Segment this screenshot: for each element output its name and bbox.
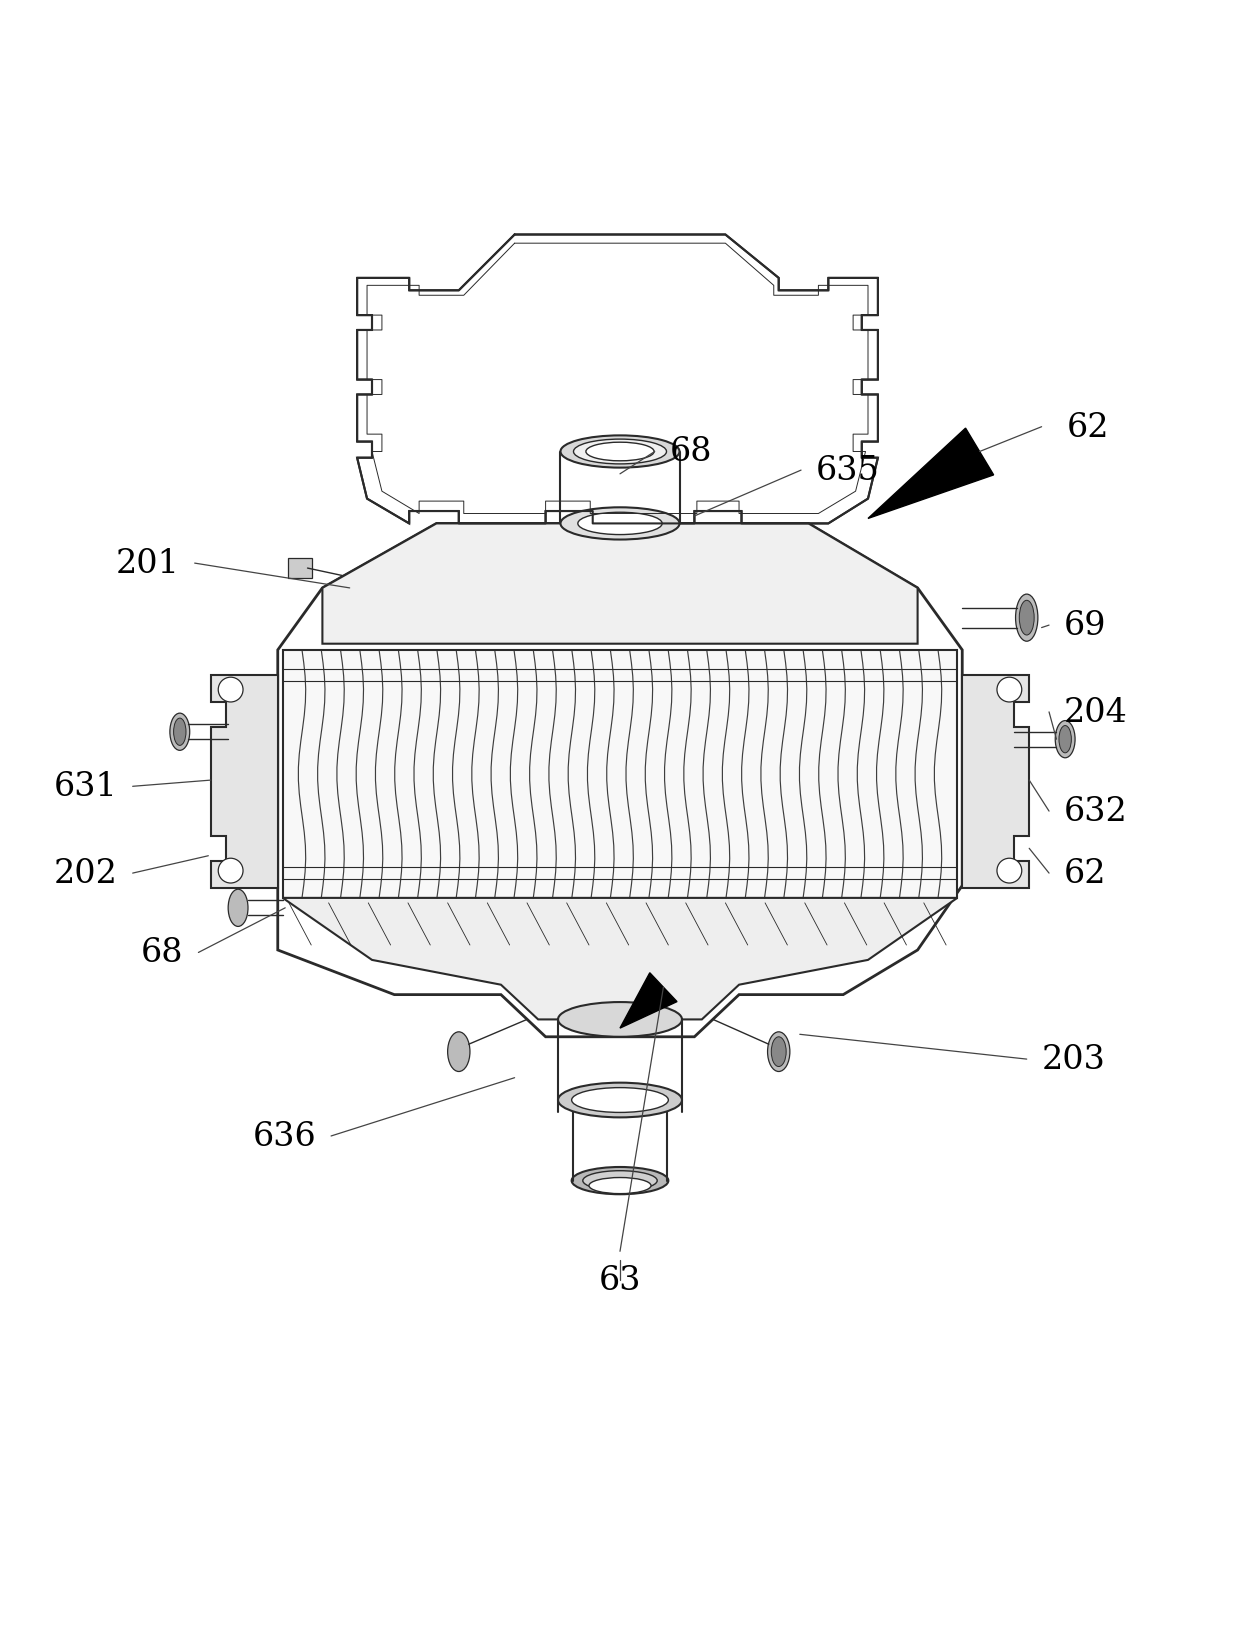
- Ellipse shape: [585, 443, 655, 461]
- Polygon shape: [620, 974, 677, 1028]
- Text: 632: 632: [1064, 796, 1127, 827]
- Text: 68: 68: [141, 938, 184, 969]
- Ellipse shape: [573, 440, 667, 465]
- Circle shape: [218, 677, 243, 702]
- Ellipse shape: [560, 437, 680, 468]
- Circle shape: [997, 859, 1022, 883]
- Text: 202: 202: [53, 857, 118, 890]
- Ellipse shape: [558, 1083, 682, 1117]
- Polygon shape: [322, 524, 918, 644]
- Text: 69: 69: [1064, 610, 1106, 641]
- Polygon shape: [962, 676, 1029, 888]
- Ellipse shape: [1059, 727, 1071, 753]
- Polygon shape: [278, 524, 962, 1037]
- Ellipse shape: [1016, 595, 1038, 641]
- Circle shape: [218, 859, 243, 883]
- Ellipse shape: [1055, 722, 1075, 758]
- Ellipse shape: [228, 890, 248, 926]
- Ellipse shape: [583, 1172, 657, 1192]
- Ellipse shape: [768, 1032, 790, 1071]
- Ellipse shape: [572, 1167, 668, 1195]
- Text: 68: 68: [670, 437, 712, 468]
- Ellipse shape: [771, 1037, 786, 1066]
- Polygon shape: [357, 236, 878, 524]
- Ellipse shape: [174, 719, 186, 747]
- Polygon shape: [211, 676, 278, 888]
- Text: 203: 203: [1042, 1043, 1106, 1076]
- Ellipse shape: [170, 714, 190, 751]
- Ellipse shape: [578, 513, 662, 536]
- Ellipse shape: [589, 1178, 651, 1193]
- Text: 636: 636: [253, 1121, 316, 1152]
- Circle shape: [997, 677, 1022, 702]
- Text: 201: 201: [115, 547, 180, 580]
- Ellipse shape: [1019, 602, 1034, 636]
- Polygon shape: [283, 898, 957, 1020]
- Ellipse shape: [448, 1032, 470, 1071]
- Text: 635: 635: [816, 455, 880, 486]
- Bar: [288, 559, 312, 578]
- Text: 63: 63: [599, 1264, 641, 1295]
- Ellipse shape: [560, 508, 680, 541]
- Text: 62: 62: [1064, 857, 1106, 890]
- Text: 631: 631: [55, 771, 118, 803]
- Text: 204: 204: [1064, 697, 1127, 728]
- Bar: [283, 651, 957, 898]
- Text: 62: 62: [1066, 412, 1109, 443]
- Ellipse shape: [558, 1002, 682, 1037]
- Ellipse shape: [572, 1088, 668, 1112]
- Polygon shape: [868, 428, 993, 519]
